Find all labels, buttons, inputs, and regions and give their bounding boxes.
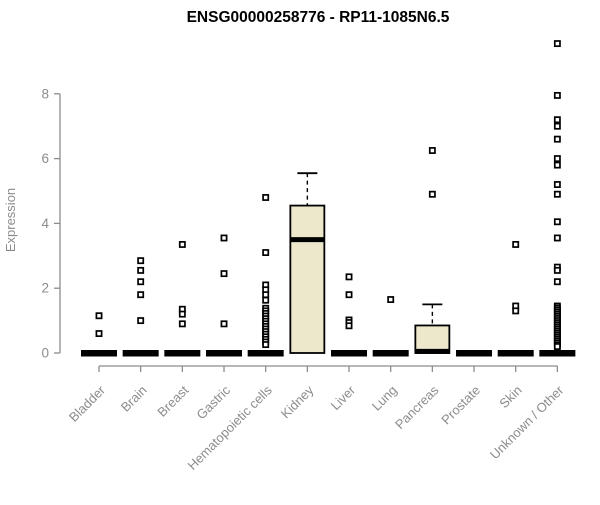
collapsed-box	[331, 350, 368, 357]
box-lung	[372, 296, 409, 357]
outlier-point	[553, 122, 561, 130]
box-brain	[122, 257, 159, 357]
box-skin	[497, 241, 534, 357]
collapsed-box	[539, 350, 576, 357]
outlier-point	[553, 161, 561, 169]
outlier-point	[262, 341, 270, 349]
box-gastric	[206, 234, 243, 357]
outlier-point	[553, 278, 561, 286]
x-tick-label-gastric: Gastric	[193, 382, 233, 422]
x-tick-label-pancreas: Pancreas	[392, 382, 442, 432]
box-breast	[164, 241, 201, 357]
outlier-point	[95, 312, 103, 320]
y-axis-label: Expression	[3, 188, 18, 252]
box-hematopoietic-cells	[247, 194, 284, 357]
outlier-point	[553, 181, 561, 188]
x-tick-label-lung: Lung	[369, 383, 400, 414]
outlier-point	[428, 147, 436, 154]
outlier-point	[220, 320, 228, 328]
outlier-point	[137, 291, 145, 299]
y-tick-label: 6	[41, 151, 49, 166]
outlier-point	[345, 322, 353, 330]
x-tick-label-bladder: Bladder	[66, 382, 109, 425]
x-tick-label-liver: Liver	[328, 382, 359, 413]
outlier-point	[137, 266, 145, 274]
box-pancreas	[414, 147, 451, 354]
outlier-point	[553, 135, 561, 143]
outlier-point	[137, 257, 145, 265]
box-bladder	[81, 312, 117, 357]
outlier-point	[262, 296, 270, 304]
y-tick-label: 0	[41, 346, 49, 361]
y-tick-label: 8	[41, 86, 49, 101]
outlier-point	[553, 155, 561, 163]
outlier-point	[512, 307, 520, 315]
box-rect	[289, 204, 326, 354]
outlier-point	[178, 320, 186, 328]
outlier-point	[512, 241, 520, 248]
boxes-layer	[81, 40, 576, 357]
outlier-point	[387, 296, 395, 303]
collapsed-box	[164, 350, 201, 357]
collapsed-box	[247, 350, 284, 357]
outlier-point	[262, 194, 270, 201]
box-unknown-other	[539, 40, 576, 357]
y-tick-label: 2	[41, 281, 49, 296]
outlier-point	[553, 234, 561, 242]
outlier-point	[553, 116, 561, 124]
x-tick-label-skin: Skin	[496, 383, 524, 411]
outlier-point	[553, 343, 561, 350]
collapsed-box	[81, 350, 117, 357]
outlier-point	[262, 291, 270, 299]
x-tick-label-unknown-other: Unknown / Other	[487, 382, 567, 462]
box-liver	[331, 273, 368, 357]
x-tick-label-kidney: Kidney	[278, 382, 317, 421]
outlier-point	[178, 310, 186, 318]
outlier-point	[553, 266, 561, 274]
collapsed-box	[206, 350, 243, 357]
collapsed-box	[372, 350, 409, 357]
outlier-point	[553, 218, 561, 226]
outlier-point	[220, 270, 228, 278]
collapsed-box	[456, 350, 493, 357]
collapsed-box	[122, 350, 159, 357]
y-tick-label: 4	[41, 216, 49, 231]
outlier-point	[137, 278, 145, 286]
x-tick-label-brain: Brain	[118, 383, 150, 415]
x-tick-label-breast: Breast	[154, 382, 191, 419]
collapsed-box	[497, 350, 534, 357]
outlier-point	[345, 273, 353, 281]
outlier-point	[428, 190, 436, 198]
outlier-point	[95, 330, 103, 338]
outlier-point	[178, 241, 186, 248]
chart-title: ENSG00000258776 - RP11-1085N6.5	[187, 9, 450, 26]
box-rect	[414, 324, 451, 354]
outlier-point	[553, 40, 561, 48]
outlier-point	[220, 234, 228, 242]
outlier-point	[345, 291, 353, 299]
outlier-point	[262, 249, 270, 257]
box-prostate	[456, 350, 493, 357]
outlier-point	[137, 317, 145, 325]
box-kidney	[289, 172, 326, 354]
outlier-point	[553, 190, 561, 198]
x-tick-label-prostate: Prostate	[438, 383, 483, 428]
outlier-point	[553, 91, 561, 99]
